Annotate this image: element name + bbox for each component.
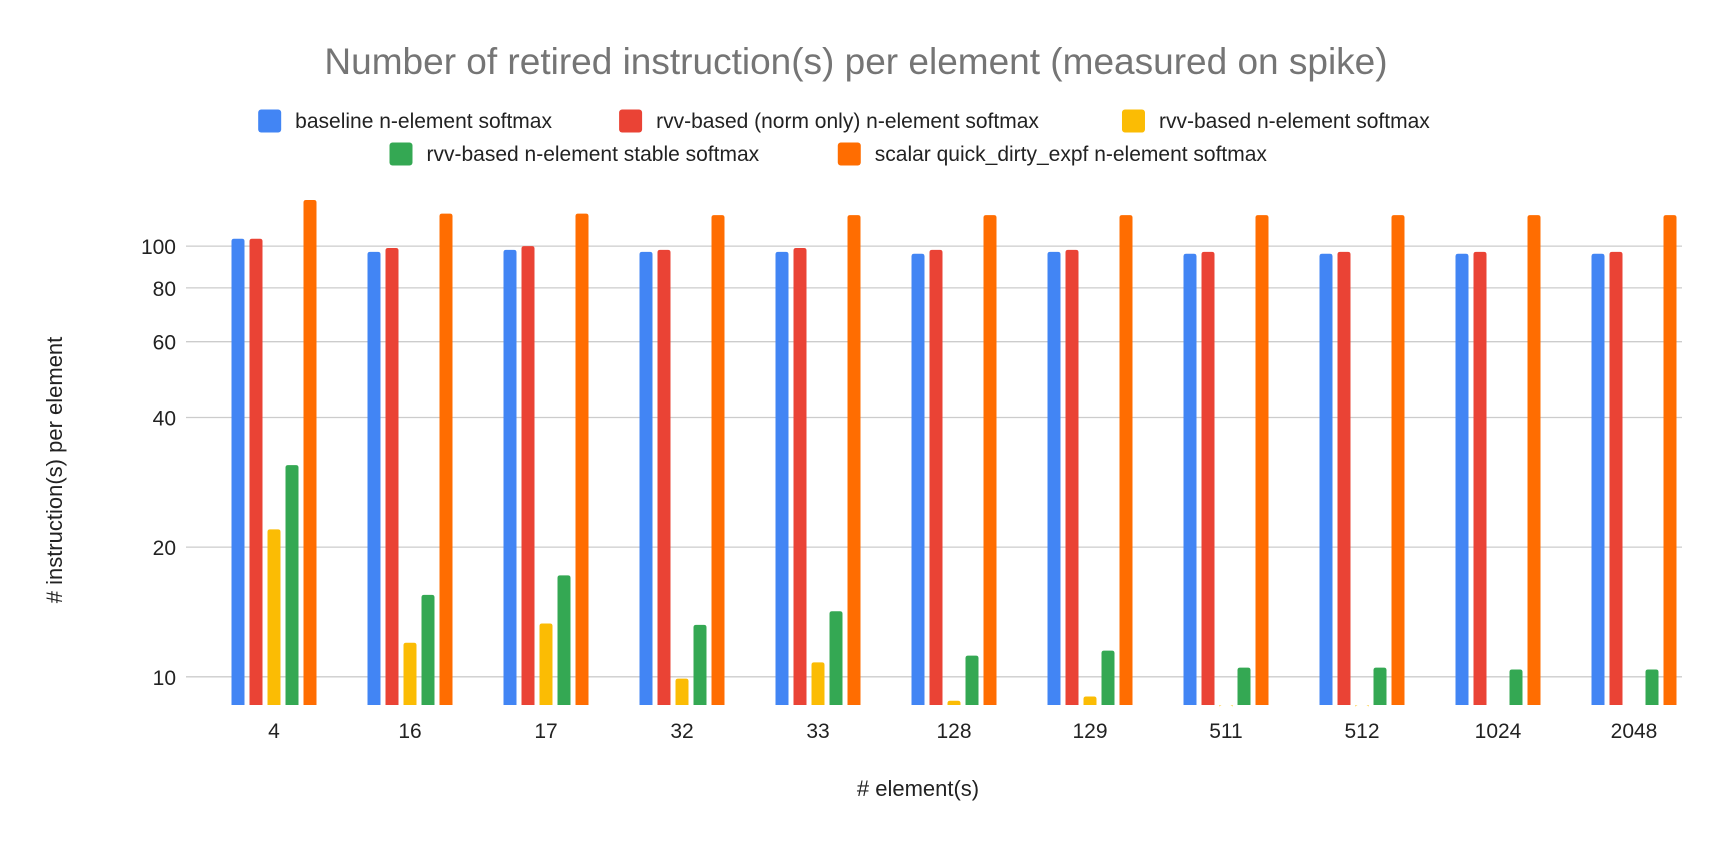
y-axis-ticks: 10 20 40 60 80 100: [141, 236, 176, 690]
bar-128-series-1: [929, 249, 943, 705]
bar-17-series-2: [539, 623, 553, 705]
bar-17-series-1: [521, 246, 535, 706]
bar-4-series-4: [303, 199, 317, 705]
bar-32-series-0: [639, 251, 653, 706]
x-tick-label-1024: 1024: [1475, 720, 1522, 743]
bar-17-series-4: [575, 213, 589, 706]
bar-2048-series-4: [1663, 215, 1677, 705]
bar-512-series-4: [1391, 215, 1405, 705]
legend: baseline n-element softmax rvv-based (nor…: [258, 109, 1430, 166]
legend-label-2: rvv-based n-element softmax: [1159, 110, 1430, 133]
bar-16-series-2: [403, 642, 417, 705]
bar-511-series-3: [1237, 667, 1251, 705]
bar-129-series-4: [1119, 215, 1133, 705]
bar-2048-series-3: [1645, 669, 1659, 705]
bar-512-series-2: [1355, 705, 1369, 708]
legend-swatch-1: [619, 109, 643, 133]
bars: [231, 199, 1677, 708]
x-tick-label-511: 511: [1209, 720, 1242, 743]
bar-33-series-3: [829, 611, 843, 705]
legend-swatch-0: [258, 109, 282, 133]
y-tick-label-40: 40: [153, 408, 176, 431]
legend-swatch-3: [389, 142, 413, 166]
bar-16-series-3: [421, 594, 435, 705]
x-tick-label-32: 32: [670, 720, 693, 743]
bar-511-series-4: [1255, 215, 1269, 705]
bar-4-series-0: [231, 238, 245, 705]
legend-swatch-2: [1121, 109, 1145, 133]
legend-label-3: rvv-based n-element stable softmax: [427, 143, 760, 166]
x-tick-label-17: 17: [534, 720, 557, 743]
bar-129-series-1: [1065, 249, 1079, 705]
bar-129-series-2: [1083, 696, 1097, 705]
y-tick-label-100: 100: [141, 236, 176, 259]
x-tick-label-2048: 2048: [1611, 720, 1658, 743]
bar-33-series-0: [775, 251, 789, 706]
bar-129-series-3: [1101, 650, 1115, 705]
bar-128-series-0: [911, 253, 925, 705]
bar-4-series-2: [267, 529, 281, 705]
bar-16-series-0: [367, 251, 381, 706]
bar-32-series-4: [711, 215, 725, 705]
bar-2048-series-1: [1609, 251, 1623, 706]
legend-label-1: rvv-based (norm only) n-element softmax: [656, 110, 1039, 133]
bar-511-series-1: [1201, 251, 1215, 706]
bar-1024-series-0: [1455, 253, 1469, 705]
x-tick-label-129: 129: [1072, 720, 1107, 743]
bar-1024-series-3: [1509, 669, 1523, 705]
bar-128-series-3: [965, 655, 979, 705]
bar-33-series-2: [811, 662, 825, 705]
bar-128-series-2: [947, 700, 961, 705]
x-axis-label: # element(s): [857, 776, 979, 801]
legend-swatch-4: [837, 142, 861, 166]
x-tick-label-4: 4: [268, 720, 280, 743]
bar-511-series-0: [1183, 253, 1197, 705]
bar-511-series-2: [1219, 705, 1233, 708]
bar-129-series-0: [1047, 251, 1061, 706]
bar-16-series-1: [385, 248, 399, 705]
bar-2048-series-0: [1591, 253, 1605, 705]
y-tick-label-60: 60: [153, 332, 176, 355]
bar-17-series-3: [557, 575, 571, 705]
x-tick-label-33: 33: [806, 720, 829, 743]
bar-4-series-3: [285, 465, 299, 705]
bar-16-series-4: [439, 213, 453, 706]
bar-4-series-1: [249, 238, 263, 705]
bar-32-series-3: [693, 624, 707, 705]
legend-label-0: baseline n-element softmax: [295, 110, 552, 133]
bar-33-series-4: [847, 215, 861, 705]
x-tick-label-128: 128: [936, 720, 971, 743]
bar-128-series-4: [983, 215, 997, 705]
x-tick-label-16: 16: [398, 720, 421, 743]
bar-512-series-0: [1319, 253, 1333, 705]
bar-512-series-3: [1373, 667, 1387, 705]
x-axis-ticks: 4 16 17 32 33 128 129 511 512 1024 2048: [268, 720, 1657, 743]
x-tick-label-512: 512: [1344, 720, 1379, 743]
bar-512-series-1: [1337, 251, 1351, 706]
bar-32-series-2: [675, 678, 689, 705]
chart-title: Number of retired instruction(s) per ele…: [324, 41, 1387, 82]
bar-1024-series-1: [1473, 251, 1487, 706]
bar-33-series-1: [793, 248, 807, 705]
bar-1024-series-4: [1527, 215, 1541, 705]
bar-17-series-0: [503, 249, 517, 705]
y-tick-label-10: 10: [153, 667, 176, 690]
legend-label-4: scalar quick_dirty_expf n-element softma…: [875, 143, 1268, 166]
y-tick-label-80: 80: [153, 278, 176, 301]
y-tick-label-20: 20: [153, 537, 176, 560]
bar-32-series-1: [657, 249, 671, 705]
y-axis-label: # instruction(s) per element: [42, 337, 67, 604]
